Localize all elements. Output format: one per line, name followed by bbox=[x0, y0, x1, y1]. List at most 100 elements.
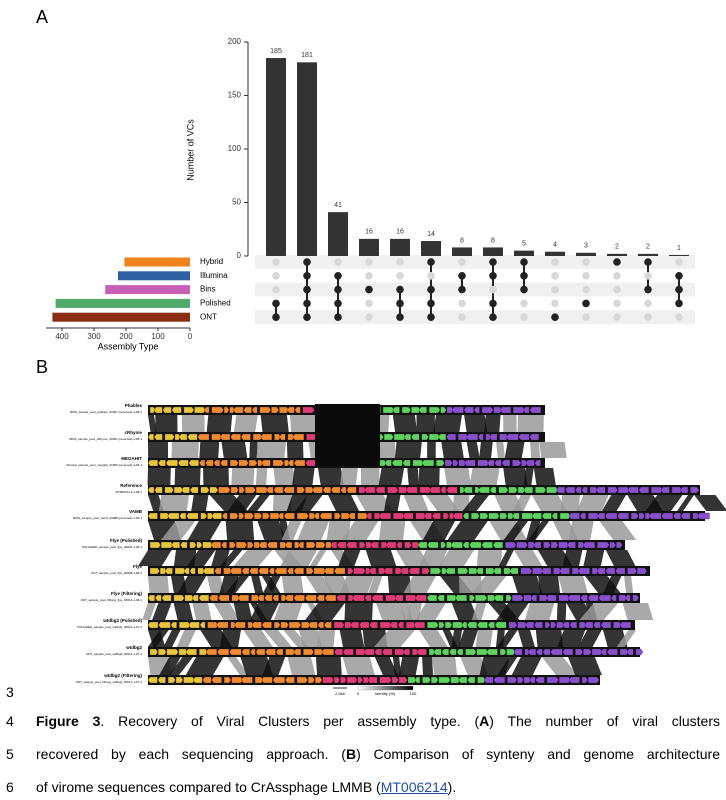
gene-arrow bbox=[220, 433, 231, 441]
track-name: MEGAHIT bbox=[121, 456, 142, 461]
gene-arrow bbox=[584, 621, 594, 629]
gene-arrow bbox=[483, 676, 494, 684]
gene-arrow bbox=[352, 594, 365, 602]
gene-arrow bbox=[558, 541, 569, 549]
matrix-dot bbox=[644, 258, 652, 266]
gene-arrow bbox=[462, 512, 469, 520]
gene-arrow bbox=[268, 567, 275, 575]
gene-arrow bbox=[421, 433, 429, 441]
gene-arrow bbox=[428, 433, 440, 441]
gene-arrow bbox=[264, 594, 273, 602]
bar-value-label: 14 bbox=[427, 231, 435, 238]
gene-arrow bbox=[272, 459, 284, 467]
gene-arrow bbox=[312, 486, 323, 494]
gene-arrow bbox=[416, 648, 427, 656]
gene-arrow bbox=[523, 406, 530, 414]
gene-arrow bbox=[402, 512, 414, 520]
gene-arrow bbox=[265, 648, 276, 656]
synteny-link bbox=[378, 468, 405, 485]
synteny-link bbox=[255, 468, 268, 485]
gene-arrow bbox=[690, 486, 700, 494]
synteny-link bbox=[168, 657, 194, 675]
gene-arrow bbox=[546, 486, 559, 494]
synteny-link bbox=[256, 442, 287, 458]
gene-arrow bbox=[393, 512, 405, 520]
matrix-dot bbox=[458, 299, 466, 308]
synteny-link bbox=[155, 415, 178, 432]
gene-arrow bbox=[221, 512, 228, 520]
gene-arrow bbox=[671, 486, 683, 494]
gene-arrow bbox=[159, 512, 170, 520]
synteny-link bbox=[339, 630, 365, 647]
track-name: Flye (Polished) bbox=[110, 538, 143, 543]
gene-arrow bbox=[506, 433, 519, 441]
matrix-dot bbox=[334, 258, 342, 266]
track-backbone bbox=[148, 647, 640, 657]
gene-arrow bbox=[293, 594, 305, 602]
caption-text: recovered by each sequencing approach. ( bbox=[36, 746, 346, 762]
x-tick-label: 100 bbox=[151, 332, 165, 341]
synteny-link bbox=[185, 657, 224, 675]
synteny-link bbox=[161, 521, 196, 540]
gene-arrow bbox=[308, 676, 315, 684]
synteny-link bbox=[220, 630, 241, 647]
gene-arrow bbox=[494, 459, 502, 467]
gene-arrow bbox=[231, 676, 244, 684]
gene-arrow bbox=[245, 486, 256, 494]
gene-arrow bbox=[452, 621, 464, 629]
matrix-dot bbox=[396, 272, 404, 280]
synteny-link bbox=[462, 495, 490, 511]
gene-arrow bbox=[518, 433, 530, 441]
gene-arrow bbox=[462, 541, 470, 549]
gene-arrow bbox=[294, 406, 301, 414]
gene-arrow bbox=[458, 676, 468, 684]
bar bbox=[669, 254, 689, 256]
gene-arrow bbox=[550, 648, 563, 656]
gene-arrow bbox=[406, 621, 416, 629]
set-label: Bins bbox=[200, 285, 216, 294]
matrix-stripe bbox=[255, 282, 695, 297]
matrix-dot bbox=[427, 299, 435, 308]
gene-arrow bbox=[583, 648, 592, 656]
gene-arrow bbox=[178, 648, 188, 656]
gene-arrow bbox=[149, 648, 158, 656]
gene-arrow bbox=[508, 486, 518, 494]
gene-arrow bbox=[477, 676, 486, 684]
gene-arrow bbox=[419, 486, 432, 494]
gene-arrow bbox=[463, 406, 474, 414]
synteny-link bbox=[579, 603, 619, 620]
bar bbox=[607, 253, 627, 256]
gene-arrow bbox=[374, 648, 382, 656]
track-id: ONT_sample_pool_filtlong_wtdbg2_00017-1-… bbox=[76, 680, 143, 684]
gene-arrow bbox=[458, 433, 469, 441]
matrix-dot bbox=[334, 299, 342, 308]
gene-arrow bbox=[479, 512, 489, 520]
gene-arrow bbox=[324, 567, 334, 575]
gene-arrow bbox=[285, 594, 294, 602]
gene-arrow bbox=[489, 486, 497, 494]
gene-arrow bbox=[414, 676, 421, 684]
gene-arrow bbox=[374, 512, 381, 520]
gene-arrow bbox=[438, 433, 447, 441]
bar bbox=[452, 247, 472, 256]
gene-arrow bbox=[271, 406, 279, 414]
gene-arrow bbox=[196, 541, 203, 549]
synteny-link bbox=[147, 468, 171, 485]
gene-arrow bbox=[189, 486, 199, 494]
synteny-link bbox=[415, 603, 446, 620]
bar-value-label: 2 bbox=[646, 244, 650, 251]
gene-arrow bbox=[171, 541, 180, 549]
gene-arrow bbox=[530, 594, 537, 602]
gene-arrow bbox=[556, 621, 565, 629]
matrix-dot bbox=[303, 272, 311, 280]
synteny-link bbox=[368, 576, 383, 593]
gene-arrow bbox=[568, 512, 580, 520]
matrix-dot bbox=[520, 313, 528, 322]
track-id: Illumina_sample_pool_megahit_00009 (reve… bbox=[66, 463, 142, 467]
x-tick-label: 400 bbox=[55, 332, 69, 341]
gene-arrow bbox=[467, 621, 477, 629]
synteny-link bbox=[601, 495, 626, 511]
gene-arrow bbox=[306, 567, 314, 575]
caption-line: Figure 3. Recovery of Viral Clusters per… bbox=[36, 713, 720, 729]
caption-link[interactable]: MT006214 bbox=[380, 779, 448, 795]
